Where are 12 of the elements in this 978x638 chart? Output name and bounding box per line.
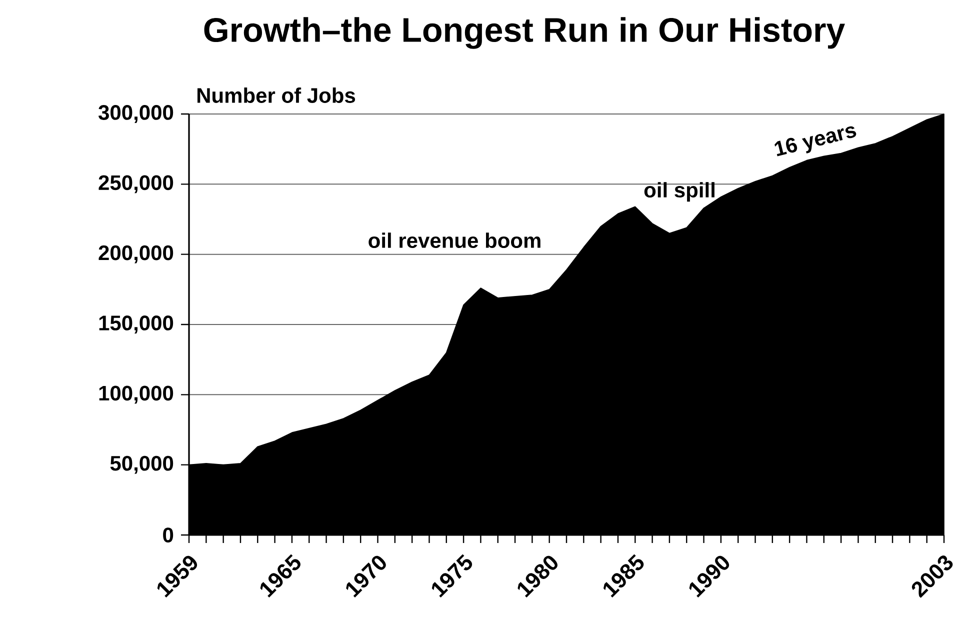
y-tick-label: 200,000 [98, 245, 174, 264]
y-tick-label: 0 [163, 528, 174, 542]
chart-title: Growth–the Longest Run in Our History [204, 17, 845, 49]
annotation: oil spill [644, 182, 714, 202]
y-tick-label: 250,000 [98, 175, 174, 194]
y-tick-label: 50,000 [110, 456, 174, 474]
y-tick-label: 300,000 [98, 105, 174, 123]
y-axis-title: Number of Jobs [197, 88, 356, 103]
annotation: oil revenue boom [368, 232, 540, 248]
y-tick-label: 150,000 [99, 316, 174, 334]
y-tick-label: 100,000 [99, 386, 174, 404]
annotation: 16 years [774, 126, 856, 156]
